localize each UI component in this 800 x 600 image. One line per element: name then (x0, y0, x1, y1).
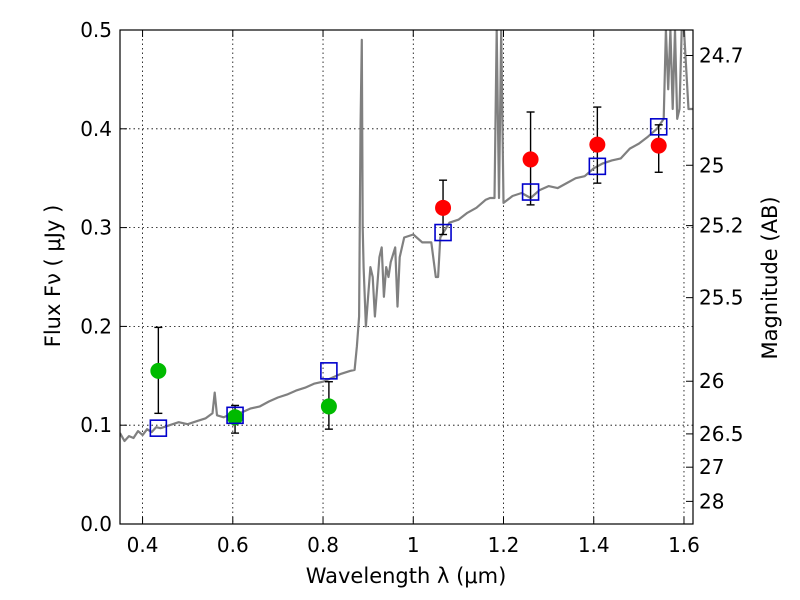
x-tick-label: 0.6 (217, 533, 249, 557)
right-tick-label: 24.7 (699, 43, 744, 67)
y-tick-label: 0.5 (80, 18, 112, 42)
right-tick-label: 28 (699, 489, 724, 513)
model-point (588, 157, 607, 176)
model-point (149, 419, 168, 437)
series-0 (120, 30, 693, 443)
grid (120, 30, 693, 524)
right-tick-label: 25 (699, 153, 724, 177)
right-axis-title: Magnitude (AB) (758, 196, 782, 359)
model-spectrum-line (120, 30, 693, 443)
right-tick-label: 25.2 (699, 214, 744, 238)
y-axis-title: Flux Fν ( μJy ) (41, 205, 65, 348)
x-axis-title: Wavelength λ (μm) (306, 564, 507, 588)
right-tick-label: 25.5 (699, 286, 744, 310)
right-tick-label: 26.5 (699, 422, 744, 446)
x-tick-label: 1.4 (578, 533, 610, 557)
data-point (589, 136, 606, 153)
right-tick-label: 27 (699, 455, 724, 479)
series-layer (120, 30, 693, 443)
data-point (227, 409, 244, 426)
data-point (650, 137, 667, 154)
data-point (435, 199, 452, 216)
series-3 (149, 118, 668, 437)
x-tick-label: 0.4 (127, 533, 159, 557)
plot-frame (119, 29, 694, 525)
y-tick-label: 0.1 (80, 413, 112, 437)
right-axis-ticks: 24.7 25 25.2 25.5 26 26.5 27 28 (686, 43, 744, 513)
x-tick-label: 1 (407, 533, 420, 557)
model-point (521, 183, 540, 201)
series-1 (150, 326, 337, 434)
x-tick-label: 1.6 (668, 533, 700, 557)
data-point (320, 398, 337, 415)
model-point (320, 362, 338, 380)
data-point (522, 151, 539, 168)
x-axis-ticks: 0.4 0.6 0.8 1 1.2 1.4 1.6 (127, 30, 700, 557)
y-tick-label: 0.4 (80, 117, 112, 141)
x-tick-label: 1.2 (488, 533, 520, 557)
model-point (649, 118, 668, 136)
y-tick-label: 0.3 (80, 216, 112, 240)
y-axis-ticks: 0.0 0.1 0.2 0.3 0.4 0.5 (80, 18, 127, 536)
model-point (226, 406, 244, 425)
series-2 (435, 106, 667, 236)
x-tick-label: 0.8 (307, 533, 339, 557)
y-tick-label: 0.0 (80, 512, 112, 536)
y-tick-label: 0.2 (80, 314, 112, 338)
model-point (434, 223, 452, 242)
right-tick-label: 26 (699, 369, 724, 393)
data-point (150, 362, 167, 379)
